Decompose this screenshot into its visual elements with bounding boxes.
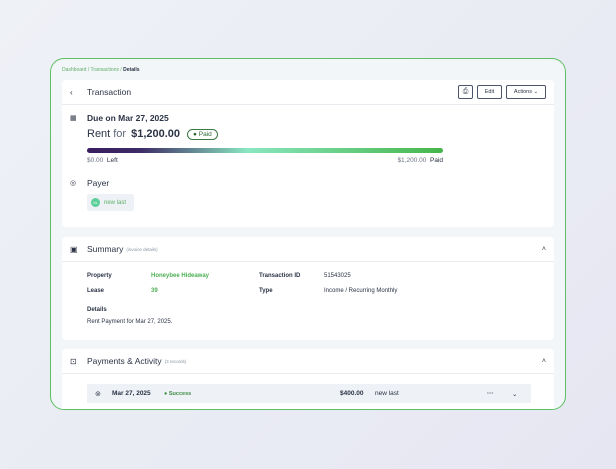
paid-amount: $1,200.00 [397, 157, 427, 164]
paid-label: Paid [429, 157, 443, 164]
transaction-card: ‹ Transaction ⎙ Edit Actions ⌄ ▦ Due on … [62, 80, 554, 227]
printer-icon: ⎙ [462, 88, 469, 95]
actions-label: Actions [513, 89, 532, 95]
payer-title: Payer [87, 178, 110, 188]
edit-button[interactable]: Edit [477, 85, 502, 99]
breadcrumb-details: Details [123, 67, 140, 73]
payments-header[interactable]: ⊡ Payments & Activity (3 records) ˄ [62, 349, 554, 374]
payment-status: ● Success [164, 390, 192, 397]
summary-subtitle: (invoice details) [126, 246, 158, 252]
payments-card: ⊡ Payments & Activity (3 records) ˄ ⊚ Ma… [62, 349, 554, 409]
payments-subtitle: (3 records) [164, 358, 187, 364]
breadcrumb: Dashboard / Transactions / Details [62, 67, 140, 73]
payer-name: new last [104, 199, 127, 206]
chevron-down-icon: ⌄ [533, 89, 539, 95]
payment-progress-fill [87, 148, 443, 153]
due-date: Due on Mar 27, 2025 [87, 113, 169, 123]
dollar-box-icon: ⊡ [70, 356, 77, 366]
details-value: Rent Payment for Mar 27, 2025. [87, 319, 173, 325]
category: Rent [87, 128, 111, 140]
amount: $1,200.00 [131, 128, 181, 140]
payer-chip[interactable]: NL new last [87, 194, 134, 211]
chevron-up-icon[interactable]: ˄ [541, 357, 546, 365]
avatar: NL [91, 198, 100, 207]
txid-label: Transaction ID [259, 273, 301, 279]
txid-value: 51543025 [324, 273, 351, 279]
lease-label: Lease [87, 288, 105, 294]
user-circle-icon: ◎ [70, 180, 77, 187]
type-value: Income / Recurring Monthly [324, 288, 398, 294]
summary-header[interactable]: ▣ Summary (invoice details) ˄ [62, 237, 554, 262]
left-amount: $0.00 [87, 157, 104, 164]
actions-dropdown[interactable]: Actions ⌄ [506, 85, 546, 99]
more-options-icon[interactable]: ··· [487, 390, 494, 397]
type-label: Type [259, 288, 273, 294]
chevron-up-icon[interactable]: ˄ [541, 245, 546, 253]
check-circle-icon: ● [193, 130, 197, 138]
summary-title: Summary [87, 244, 124, 254]
lease-link[interactable]: 39 [151, 288, 158, 294]
invoice-icon: ▣ [70, 244, 78, 254]
back-icon[interactable]: ‹ [70, 87, 73, 97]
payment-date: Mar 27, 2025 [112, 390, 151, 397]
details-label: Details [87, 307, 107, 313]
property-link[interactable]: Honeybee Hideaway [151, 273, 210, 279]
dollar-circle-icon: ⊚ [95, 390, 101, 398]
page-title: Transaction [87, 87, 132, 97]
payment-progress-bar [87, 148, 443, 153]
breadcrumb-transactions[interactable]: Transactions [90, 67, 119, 73]
payments-title: Payments & Activity [87, 356, 162, 366]
print-button[interactable]: ⎙ [458, 85, 473, 99]
breadcrumb-dashboard[interactable]: Dashboard [62, 67, 87, 73]
summary-card: ▣ Summary (invoice details) ˄ Property H… [62, 237, 554, 340]
app-window: Dashboard / Transactions / Details ‹ Tra… [50, 58, 566, 410]
for-word: for [113, 128, 127, 140]
status-badge: ● Paid [187, 128, 218, 140]
payment-amount: $400.00 [340, 390, 364, 397]
property-label: Property [87, 273, 112, 279]
left-label: Left [106, 157, 118, 164]
payment-payer: new last [375, 390, 399, 397]
calendar-icon: ▦ [70, 115, 77, 122]
payment-row[interactable]: ⊚ Mar 27, 2025 ● Success $400.00 new las… [87, 384, 531, 403]
chevron-down-icon[interactable]: ⌄ [512, 390, 518, 398]
